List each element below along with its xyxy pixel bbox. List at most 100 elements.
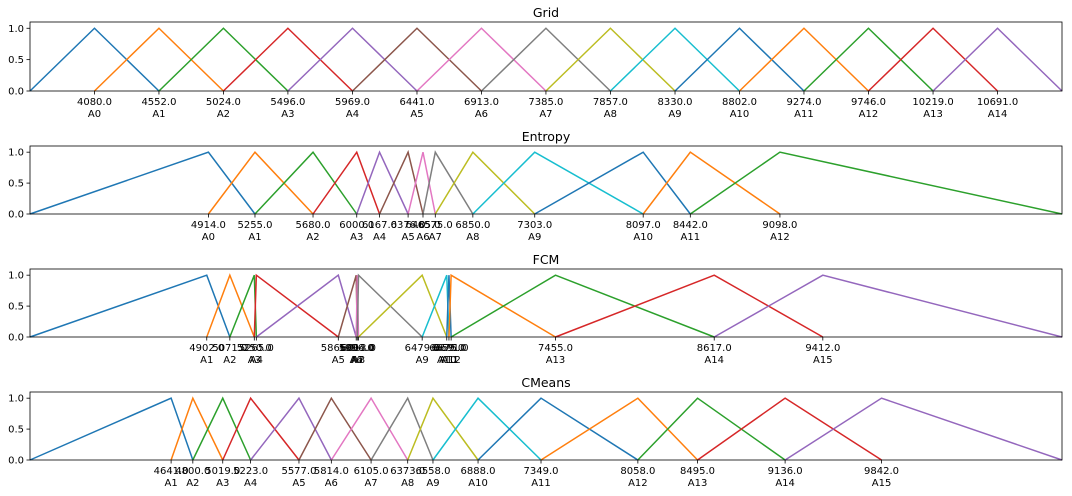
x-tick-set-name: A15 bbox=[872, 478, 892, 489]
axes-frame bbox=[29, 145, 1063, 215]
membership-a2 bbox=[254, 150, 358, 215]
membership-a1 bbox=[29, 274, 231, 338]
membership-a14 bbox=[932, 27, 1063, 92]
x-tick-value: 8097.0 bbox=[626, 220, 661, 231]
y-tick-label: 0.5 bbox=[8, 55, 24, 66]
x-tick-set-name: A8 bbox=[352, 355, 365, 366]
membership-a10 bbox=[534, 151, 691, 215]
y-tick-label: 1.0 bbox=[8, 148, 24, 159]
x-tick-value: 6575.0 bbox=[418, 220, 453, 231]
membership-a3 bbox=[312, 150, 381, 215]
subplot-fcm: FCM 0.0 0.5 1.0 4902.0A15071.0A25250.0A35265… bbox=[8, 252, 1063, 366]
x-tick-value: 5496.0 bbox=[270, 97, 305, 108]
x-tick-value: 6659.0 bbox=[429, 343, 464, 354]
membership-a8 bbox=[370, 396, 434, 461]
x-tick-set-name: A14 bbox=[775, 478, 795, 489]
x-tick-set-name: A0 bbox=[88, 109, 101, 120]
x-tick-set-name: A1 bbox=[152, 109, 165, 120]
subplot-title: FCM bbox=[533, 252, 560, 267]
subplot-entropy: Entropy 0.0 0.5 1.0 4914.0A0 5255.0A1 5680.0A2… bbox=[8, 129, 1063, 243]
x-tick-set-name: A12 bbox=[859, 109, 879, 120]
x-tick-value: 9098.0 bbox=[762, 220, 797, 231]
x-tick-set-name: A7 bbox=[364, 478, 377, 489]
x-tick-set-name: A8 bbox=[466, 232, 479, 243]
membership-a6 bbox=[298, 396, 372, 461]
membership-a5 bbox=[351, 27, 482, 92]
x-tick-value: 6167.0 bbox=[362, 220, 397, 231]
subplot-title: Grid bbox=[533, 5, 559, 20]
y-tick-label: 0.0 bbox=[8, 210, 24, 221]
x-tick-set-name: A5 bbox=[410, 109, 423, 120]
x-tick-set-name: A11 bbox=[439, 355, 459, 366]
x-tick-set-name: A1 bbox=[165, 478, 178, 489]
membership-a9 bbox=[357, 273, 448, 338]
membership-a15 bbox=[713, 274, 1063, 338]
x-tick-set-name: A5 bbox=[332, 355, 345, 366]
x-tick-set-name: A4 bbox=[373, 232, 386, 243]
membership-a5 bbox=[378, 149, 424, 215]
x-tick-set-name: A6 bbox=[325, 478, 338, 489]
y-tick-label: 0.5 bbox=[8, 425, 24, 436]
x-tick-value: 5577.0 bbox=[281, 466, 316, 477]
x-tick-value: 5865.0 bbox=[321, 343, 356, 354]
y-tick-label: 1.0 bbox=[8, 394, 24, 405]
membership-a11 bbox=[738, 27, 869, 92]
membership-a7 bbox=[330, 396, 409, 461]
membership-a10 bbox=[432, 397, 542, 461]
x-tick-set-name: A11 bbox=[681, 232, 701, 243]
membership-a12 bbox=[540, 397, 699, 461]
membership-a2 bbox=[206, 273, 255, 338]
x-tick-value: 8802.0 bbox=[722, 97, 757, 108]
x-tick-value: 9842.0 bbox=[864, 466, 899, 477]
x-tick-value: 8617.0 bbox=[697, 343, 732, 354]
x-tick-set-name: A1 bbox=[200, 355, 213, 366]
x-tick-set-name: A9 bbox=[668, 109, 681, 120]
membership-a3 bbox=[192, 396, 252, 461]
membership-a0 bbox=[29, 151, 256, 215]
membership-a13 bbox=[867, 27, 999, 92]
x-tick-value: 5024.0 bbox=[206, 97, 241, 108]
x-tick-value: 6485.0 bbox=[405, 220, 440, 231]
membership-a4 bbox=[356, 150, 409, 215]
subplot-title: CMeans bbox=[521, 375, 570, 390]
membership-a7 bbox=[422, 150, 474, 215]
membership-a4 bbox=[287, 27, 418, 92]
x-tick-value: 4800.0 bbox=[175, 466, 210, 477]
axes-frame bbox=[29, 21, 1063, 92]
x-tick-set-name: A4 bbox=[250, 355, 263, 366]
x-tick-value: 9136.0 bbox=[768, 466, 803, 477]
x-tick-set-name: A9 bbox=[426, 478, 439, 489]
x-tick-value: 6675.0 bbox=[431, 343, 466, 354]
membership-a3 bbox=[222, 27, 354, 92]
x-tick-set-name: A13 bbox=[546, 355, 566, 366]
membership-a2 bbox=[158, 27, 289, 92]
membership-a8 bbox=[356, 273, 423, 338]
membership-a6 bbox=[407, 152, 437, 215]
membership-a5 bbox=[255, 273, 357, 338]
y-tick-label: 0.5 bbox=[8, 302, 24, 313]
x-tick-value: 6479.0 bbox=[405, 343, 440, 354]
membership-a1 bbox=[29, 397, 194, 461]
x-tick-value: 5814.0 bbox=[314, 466, 349, 477]
x-tick-set-name: A12 bbox=[441, 355, 461, 366]
x-tick-set-name: A2 bbox=[217, 109, 230, 120]
y-tick-label: 1.0 bbox=[8, 271, 24, 282]
membership-a1 bbox=[207, 151, 314, 215]
membership-a1 bbox=[93, 27, 224, 92]
x-tick-set-name: A13 bbox=[923, 109, 943, 120]
x-tick-value: 6850.0 bbox=[455, 220, 490, 231]
subplot-title: Entropy bbox=[522, 129, 571, 144]
x-tick-set-name: A1 bbox=[248, 232, 261, 243]
membership-a14 bbox=[697, 397, 882, 461]
x-tick-value: 4552.0 bbox=[141, 97, 176, 108]
x-tick-set-name: A8 bbox=[401, 478, 414, 489]
x-tick-value: 6004.0 bbox=[340, 343, 375, 354]
x-tick-value: 4080.0 bbox=[77, 97, 112, 108]
x-tick-set-name: A6 bbox=[475, 109, 488, 120]
membership-a4 bbox=[222, 396, 300, 461]
membership-a9 bbox=[472, 151, 644, 215]
x-tick-set-name: A10 bbox=[730, 109, 750, 120]
x-tick-value: 5223.0 bbox=[233, 466, 268, 477]
x-tick-value: 9746.0 bbox=[851, 97, 886, 108]
